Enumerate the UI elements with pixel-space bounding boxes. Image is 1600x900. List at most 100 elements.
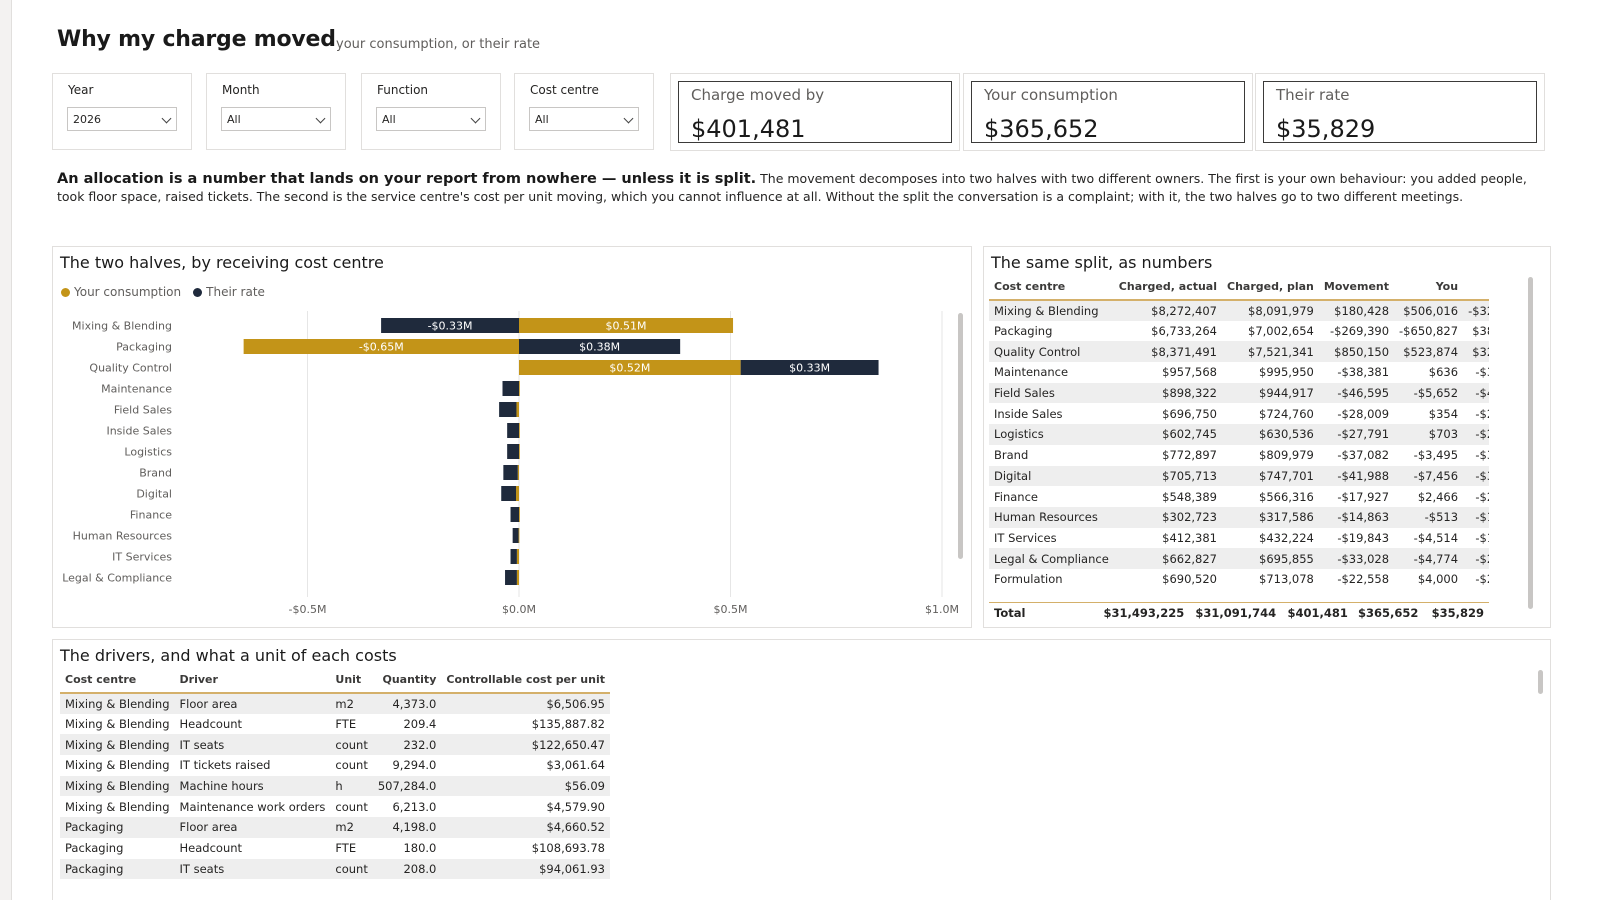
column-header[interactable]: Movement [1318,274,1395,301]
consumption-bar[interactable] [519,360,741,375]
column-header[interactable]: Quantity [372,667,442,694]
rate-bar[interactable] [507,444,519,459]
table-row[interactable]: Inside Sales $696,750 $724,760 -$28,009 $354… [989,403,1489,424]
rate-bar[interactable] [381,318,519,333]
table-cell: $523,874 [1394,341,1464,363]
table-row[interactable]: Mixing & Blending IT seats count 232.0 $122,… [60,734,610,756]
column-header[interactable]: Cost centre [60,667,175,694]
charge-moved-card: Charge moved by $401,481 [670,73,960,151]
consumption-bar[interactable] [519,318,734,333]
function-dropdown[interactable]: All [376,107,486,131]
chevron-down-icon [161,113,172,124]
table-row[interactable]: Mixing & Blending Headcount FTE 209.4 $135,8… [60,714,610,735]
table-cell: 208.0 [372,858,442,880]
rate-bar[interactable] [512,528,519,543]
table-row[interactable]: Formulation $690,520 $713,078 -$22,558 $4,00… [989,569,1489,590]
total-cell: $401,481 [1287,606,1348,621]
chart-legend: Your consumption Their rate [61,285,265,299]
cost-centre-dropdown[interactable]: All [529,107,639,131]
table-cell: 232.0 [372,734,442,756]
rate-bar[interactable] [740,360,879,375]
table-cell: $4,000 [1417,572,1459,587]
column-header[interactable]: Charged, actual [1113,274,1222,301]
table-row[interactable]: Mixing & Blending Maintenance work orders… [60,796,610,817]
table-row[interactable]: Packaging $6,733,264 $7,002,654 -$269,390 -$… [989,321,1489,342]
chart-scrollbar[interactable] [958,313,963,559]
their-rate-card: Their rate $35,829 [1255,73,1545,151]
column-header[interactable]: You [1394,274,1464,301]
consumption-bar[interactable] [517,465,519,480]
year-slicer: Year 2026 [52,73,192,150]
table-row[interactable]: Mixing & Blending Machine hours h 507,284.0… [60,775,610,797]
table-cell: IT seats [174,858,331,880]
table-cell: Floor area [174,817,331,838]
table-cell: $898,322 [1113,382,1222,404]
data-label: -$0.65M [359,341,404,354]
drivers-table-scrollbar[interactable] [1538,670,1543,694]
table-row[interactable]: Packaging Headcount FTE 180.0 $108,693.78 [60,838,610,859]
rate-bar[interactable] [503,465,518,480]
column-header[interactable]: Unit [330,667,373,694]
legend-label-rate: Their rate [206,285,265,299]
month-dropdown[interactable]: All [221,107,331,131]
column-header[interactable]: Driver [174,667,331,694]
year-dropdown[interactable]: 2026 [67,107,177,131]
table-row[interactable]: Packaging IT seats count 208.0 $94,061.93 [60,858,610,880]
consumption-bar[interactable] [519,423,520,438]
consumption-bar[interactable] [243,339,519,354]
rate-bar[interactable] [499,402,517,417]
table-cell: m2 [330,817,373,838]
table-row[interactable]: Legal & Compliance $662,827 $695,855 -$33,0… [989,548,1489,569]
table-row[interactable]: Finance $548,389 $566,316 -$17,927 $2,466 -$2… [989,486,1489,507]
chart-title: The two halves, by receiving cost centre [60,253,384,272]
table-row[interactable]: Human Resources $302,723 $317,586 -$14,863-… [989,506,1489,528]
rate-bar[interactable] [502,381,519,396]
consumption-bar[interactable] [516,486,519,501]
table-row[interactable]: Maintenance $957,568 $995,950 -$38,381 $636 -… [989,362,1489,383]
intro-text: An allocation is a number that lands on … [57,170,1557,206]
rate-bar[interactable] [510,549,517,564]
table-cell: $705,713 [1113,465,1222,487]
consumption-bar[interactable] [516,402,519,417]
slicer-value: All [382,113,396,126]
table-row[interactable]: IT Services $412,381 $432,224 -$19,843 -$4,5… [989,528,1489,549]
rate-bar[interactable] [505,570,517,585]
rate-bar[interactable] [507,423,519,438]
y-category-label: Digital [136,488,172,501]
table-row[interactable]: Digital $705,713 $747,701 -$41,988 -$7,456 -$… [989,465,1489,487]
table-cell: -$17,927 [1337,489,1390,504]
table-row[interactable]: Field Sales $898,322 $944,917 -$46,595 -$5,6… [989,382,1489,404]
column-header[interactable]: Cost centre [989,274,1114,301]
rate-bar[interactable] [519,339,681,354]
table-cell: Brand [994,448,1029,463]
column-header[interactable]: Controllable cost per unit [441,667,610,694]
data-label: $0.52M [609,362,650,375]
table-cell: $703 [1394,424,1464,445]
table-row[interactable]: Mixing & Blending IT tickets raised count 9… [60,755,610,776]
consumption-bar[interactable] [519,507,520,522]
table-row[interactable]: Logistics$602,745$630,536-$27,791$703-$2… [989,424,1489,445]
consumption-bar[interactable] [519,444,520,459]
split-table-scrollbar[interactable] [1528,277,1533,609]
x-tick-label: -$0.5M [289,603,327,616]
rate-bar[interactable] [501,486,517,501]
table-row[interactable]: Mixing & Blending $8,272,407 $8,091,979 $18… [989,300,1489,321]
table-cell: -$14,863 [1318,506,1395,528]
consumption-bar[interactable] [518,528,520,543]
consumption-bar[interactable] [519,381,520,396]
consumption-bar[interactable] [516,570,519,585]
table-cell: Headcount [179,717,243,732]
table-row[interactable]: Mixing & Blending Floor area m2 4,373.0 $6,5… [60,693,610,714]
table-row[interactable]: Quality Control $8,371,491 $7,521,341 $850,… [989,341,1489,363]
table-row[interactable]: Packaging Floor area m2 4,198.0 $4,660.52 [60,817,610,838]
consumption-bar[interactable] [516,549,519,564]
table-cell: 6,213.0 [392,799,437,814]
table-cell: $180,428 [1318,300,1395,321]
table-row[interactable]: Brand $772,897 $809,979 -$37,082 -$3,495 -$33… [989,445,1489,466]
table-cell: count [335,758,368,773]
column-header[interactable]: Charged, plan [1222,274,1319,301]
rate-bar[interactable] [510,507,519,522]
table-cell: Mixing & Blending [65,717,170,732]
table-cell: Machine hours [174,775,331,797]
